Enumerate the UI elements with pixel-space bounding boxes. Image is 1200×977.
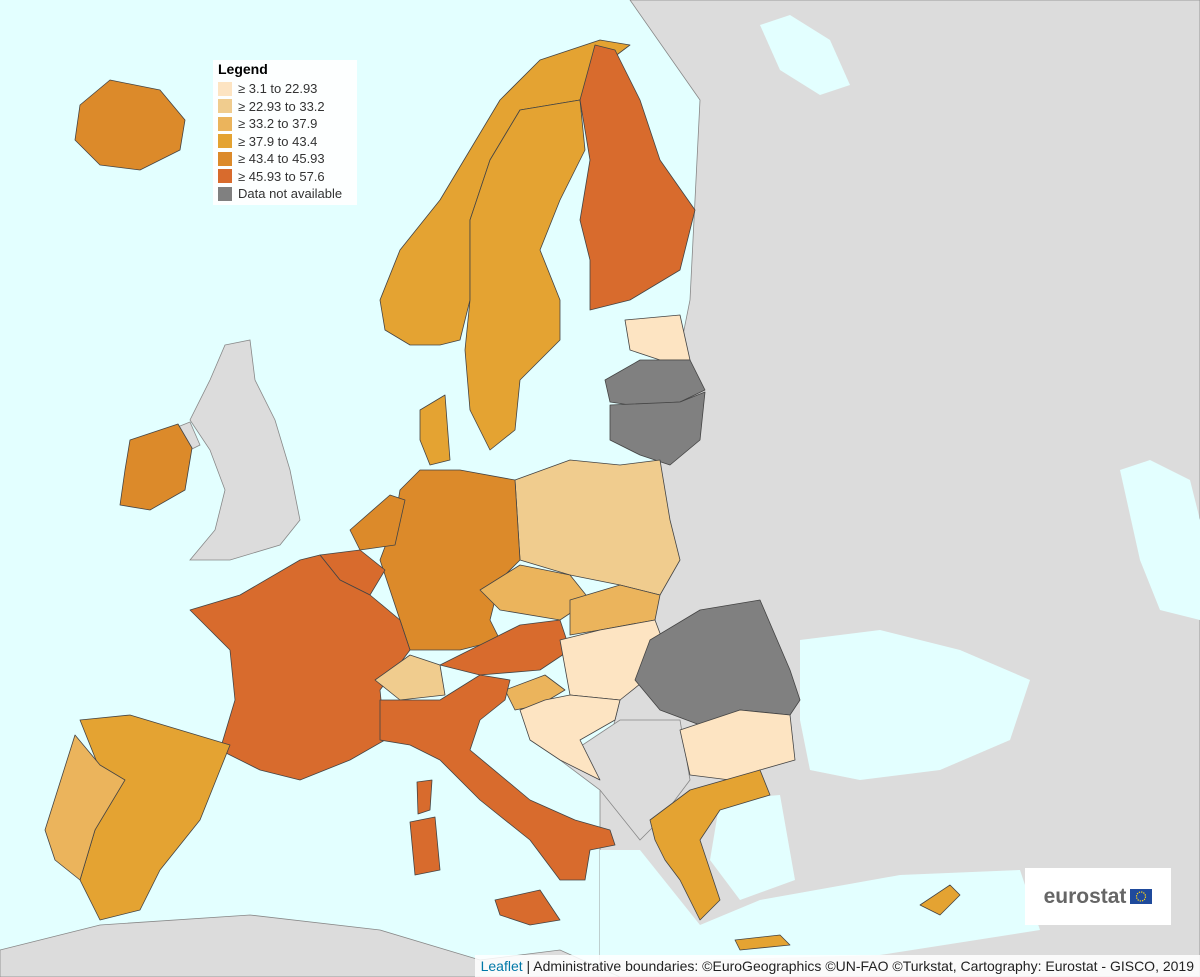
austria	[439, 619, 571, 676]
italy	[379, 674, 616, 881]
netherlands	[349, 494, 406, 551]
mediterranean-sea	[600, 850, 1040, 960]
latvia	[604, 359, 706, 406]
black-sea	[800, 630, 1030, 780]
legend-title: Legend	[218, 61, 268, 77]
great-britain	[189, 339, 301, 561]
sardinia	[409, 816, 441, 876]
legend-item: ≥ 22.93 to 33.2	[218, 98, 357, 116]
finland	[579, 44, 696, 311]
denmark	[419, 394, 451, 466]
cyprus	[919, 884, 961, 916]
sicily	[494, 889, 561, 926]
logo-text: eurostat	[1043, 884, 1127, 908]
croatia	[519, 694, 621, 781]
legend-label: ≥ 33.2 to 37.9	[238, 116, 318, 132]
leaflet-link[interactable]: Leaflet	[480, 958, 523, 974]
lithuania	[609, 391, 706, 466]
iceland	[74, 79, 186, 171]
legend-swatch	[218, 81, 232, 96]
legend-label: Data not available	[238, 186, 343, 202]
legend-item: Data not available	[218, 185, 357, 203]
legend-label: ≥ 43.4 to 45.93	[238, 151, 325, 167]
white-sea	[760, 15, 850, 95]
slovenia	[504, 674, 566, 711]
legend-item: ≥ 3.1 to 22.93	[218, 80, 357, 98]
legend-swatch	[218, 116, 232, 131]
caspian-sea	[1120, 460, 1200, 620]
legend-label: ≥ 37.9 to 43.4	[238, 133, 318, 149]
legend-swatch	[218, 169, 232, 184]
legend-label: ≥ 22.93 to 33.2	[238, 98, 325, 114]
legend: Legend ≥ 3.1 to 22.93 ≥ 22.93 to 33.2 ≥ 33…	[213, 60, 357, 205]
legend-item: ≥ 33.2 to 37.9	[218, 115, 357, 133]
portugal	[44, 734, 126, 881]
legend-swatch	[218, 134, 232, 149]
legend-label: ≥ 45.93 to 57.6	[238, 168, 325, 184]
legend-items: ≥ 3.1 to 22.93 ≥ 22.93 to 33.2 ≥ 33.2 to 3…	[213, 80, 357, 203]
eurostat-logo[interactable]: eurostat	[1025, 868, 1171, 925]
poland	[514, 459, 681, 596]
sweden	[464, 99, 586, 451]
legend-label: ≥ 3.1 to 22.93	[238, 81, 318, 97]
corsica	[416, 779, 433, 815]
legend-swatch	[218, 99, 232, 114]
attribution: Leaflet | Administrative boundaries: ©Eu…	[474, 955, 1200, 977]
legend-item: ≥ 43.4 to 45.93	[218, 150, 357, 168]
crete	[734, 934, 791, 951]
legend-swatch	[218, 151, 232, 166]
aegean-sea	[710, 795, 795, 900]
switzerland	[374, 654, 446, 701]
ireland	[119, 423, 193, 511]
western-balkans	[559, 719, 691, 841]
eu-flag	[1130, 889, 1153, 904]
greece	[649, 769, 771, 921]
attribution-text: | Administrative boundaries: ©EuroGeogra…	[526, 958, 1194, 974]
legend-swatch	[218, 186, 232, 201]
bulgaria	[679, 709, 796, 781]
legend-item: ≥ 37.9 to 43.4	[218, 133, 357, 151]
legend-item: ≥ 45.93 to 57.6	[218, 168, 357, 186]
